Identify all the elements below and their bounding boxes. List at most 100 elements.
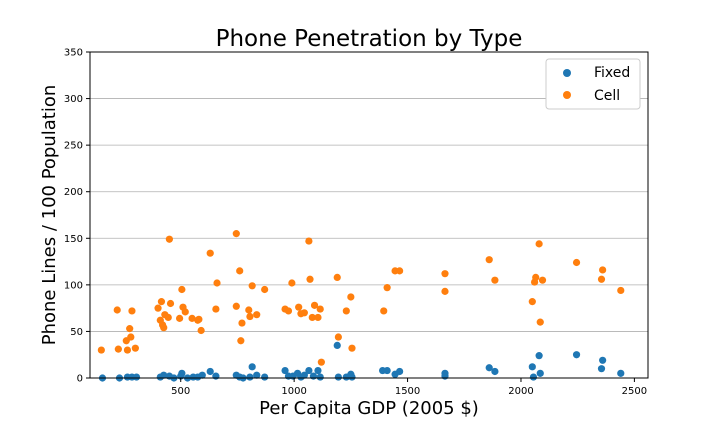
point-fixed — [248, 363, 256, 371]
point-fixed — [485, 364, 493, 372]
point-cell — [597, 275, 606, 283]
x-axis-label: Per Capita GDP (2005 $) — [259, 398, 479, 419]
point-cell — [248, 282, 256, 290]
point-fixed — [300, 371, 308, 379]
point-fixed — [246, 373, 254, 381]
point-cell — [154, 304, 162, 312]
chart-title: Phone Penetration by Type — [216, 26, 523, 52]
x-tick-label: 2000 — [508, 386, 533, 397]
series-fixed — [98, 341, 625, 382]
y-tick-label: 150 — [64, 234, 83, 245]
y-tick-label: 50 — [70, 327, 83, 338]
point-cell — [178, 285, 186, 294]
point-cell — [195, 315, 203, 323]
x-tick-label: 1500 — [395, 386, 420, 397]
point-cell — [261, 285, 269, 294]
point-cell — [306, 275, 314, 283]
point-cell — [535, 240, 543, 248]
point-cell — [123, 346, 132, 354]
point-cell — [334, 333, 342, 341]
point-cell — [305, 237, 313, 245]
point-cell — [157, 298, 166, 306]
point-cell — [206, 249, 214, 257]
point-cell — [308, 313, 316, 322]
point-cell — [181, 308, 189, 316]
point-fixed — [160, 371, 168, 379]
legend: Fixed Cell — [545, 58, 641, 110]
point-cell — [128, 307, 136, 315]
point-fixed — [491, 367, 499, 376]
point-cell — [97, 346, 105, 354]
point-fixed — [536, 369, 544, 377]
point-cell — [314, 313, 322, 322]
point-cell — [536, 318, 544, 326]
point-fixed — [178, 369, 186, 377]
point-cell — [528, 298, 536, 306]
point-cell — [485, 256, 493, 264]
point-fixed — [314, 366, 322, 375]
series-cell — [97, 230, 625, 366]
point-cell — [164, 313, 172, 322]
point-cell — [617, 286, 625, 295]
point-cell — [213, 279, 221, 287]
point-cell — [284, 307, 293, 315]
point-fixed — [333, 341, 341, 349]
point-fixed — [316, 373, 324, 381]
y-tick-label: 0 — [77, 374, 83, 385]
point-cell — [441, 287, 449, 295]
point-fixed — [261, 373, 269, 381]
point-cell — [113, 306, 121, 314]
y-tick-label: 350 — [64, 48, 83, 59]
point-cell — [127, 333, 135, 341]
point-cell — [253, 311, 261, 319]
point-fixed — [572, 351, 581, 359]
point-cell — [300, 309, 308, 317]
point-cell — [316, 305, 324, 313]
point-cell — [383, 284, 391, 292]
point-cell — [317, 358, 325, 366]
legend-label-cell: Cell — [594, 88, 620, 104]
point-fixed — [441, 369, 449, 377]
y-tick-label: 250 — [64, 141, 83, 152]
point-fixed — [281, 366, 289, 375]
point-cell — [347, 293, 355, 301]
x-tick-label: 1000 — [281, 386, 306, 397]
point-cell — [126, 325, 134, 333]
point-cell — [295, 303, 303, 311]
point-fixed — [599, 356, 607, 364]
point-fixed — [212, 372, 220, 380]
y-tick-label: 200 — [64, 187, 83, 198]
point-fixed — [529, 373, 538, 381]
point-fixed — [396, 367, 404, 376]
point-cell — [175, 314, 184, 322]
point-cell — [160, 324, 168, 332]
x-tick-label: 500 — [171, 386, 190, 397]
point-cell — [237, 337, 245, 345]
legend-label-fixed: Fixed — [594, 65, 630, 81]
x-axis-ticks: 500 1000 1500 2000 2500 — [171, 378, 647, 397]
point-cell — [238, 319, 246, 327]
point-cell — [538, 276, 547, 284]
point-fixed — [535, 352, 543, 360]
point-fixed — [253, 371, 261, 379]
plot-frame — [89, 51, 649, 379]
point-fixed — [348, 373, 356, 381]
point-cell — [310, 301, 319, 309]
point-cell — [197, 326, 205, 335]
point-fixed — [309, 372, 318, 380]
point-fixed — [198, 371, 206, 379]
point-cell — [236, 267, 244, 275]
point-cell — [441, 270, 449, 278]
point-fixed — [334, 373, 342, 381]
point-cell — [245, 306, 253, 314]
point-cell — [114, 345, 122, 353]
point-cell — [232, 230, 240, 238]
point-cell — [288, 279, 296, 287]
y-tick-label: 100 — [64, 280, 83, 291]
point-cell — [212, 305, 220, 313]
point-cell — [131, 344, 139, 352]
point-fixed — [617, 369, 625, 377]
point-fixed — [597, 365, 606, 373]
point-cell — [342, 307, 350, 315]
point-cell — [333, 273, 341, 282]
